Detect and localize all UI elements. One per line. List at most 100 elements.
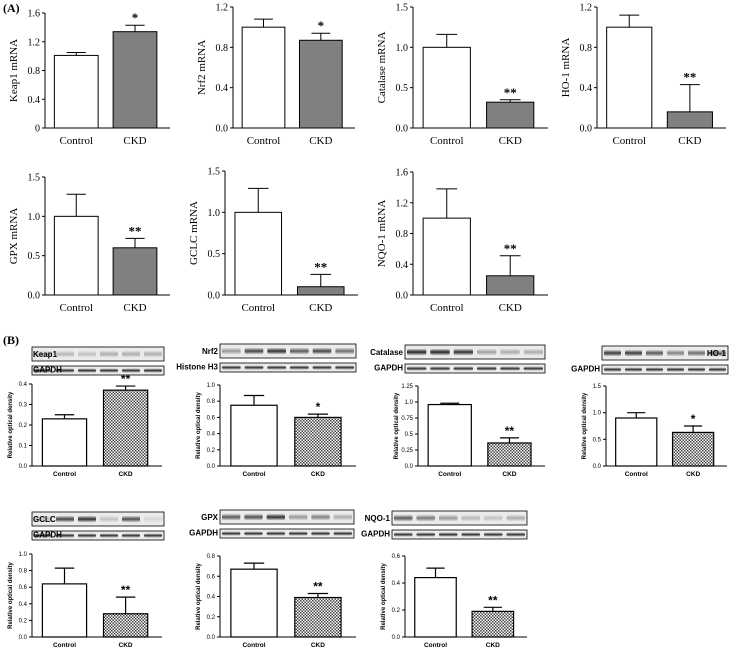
blot-band bbox=[34, 515, 52, 523]
y-tick-label: 0.2 bbox=[19, 618, 28, 624]
significance-marker: ** bbox=[683, 70, 696, 85]
blot-band bbox=[461, 514, 480, 522]
blot-ho1_wb: HO-1 GAPDH bbox=[571, 345, 729, 375]
blot-band bbox=[312, 365, 332, 370]
y-tick-label: 0.1 bbox=[19, 444, 28, 450]
blot-label: GAPDH bbox=[361, 529, 390, 538]
x-category-label: CKD bbox=[123, 302, 146, 314]
blot-band bbox=[407, 348, 427, 356]
y-tick-label: 1.5 bbox=[593, 384, 602, 390]
y-tick-label: 1.25 bbox=[401, 384, 413, 390]
blot-band bbox=[290, 347, 309, 355]
y-tick-label: 1.0 bbox=[19, 552, 28, 558]
y-tick-label: 0.8 bbox=[580, 43, 593, 54]
blot-band bbox=[222, 531, 241, 536]
blot-band bbox=[78, 533, 96, 538]
x-category-label: Control bbox=[53, 642, 76, 649]
x-category-label: CKD bbox=[502, 471, 516, 478]
blot-band bbox=[506, 532, 525, 537]
blot-band bbox=[688, 367, 705, 372]
y-tick-label: 0.8 bbox=[19, 569, 28, 575]
significance-marker: ** bbox=[504, 85, 517, 100]
y-axis-label: GPX mRNA bbox=[8, 208, 20, 265]
chart-nrf2_wb: 0.0 0.2 0.4 0.6 0.8 1.0 Control * CKD Relative op… bbox=[196, 383, 356, 478]
blot-band bbox=[34, 368, 52, 373]
y-tick-label: 0.0 bbox=[396, 124, 409, 135]
blot-keap1_wb: Keap1 GAPDH bbox=[31, 346, 165, 376]
y-tick-label: 0.25 bbox=[401, 448, 413, 454]
y-tick-label: 1.2 bbox=[580, 3, 593, 14]
blot-band bbox=[244, 513, 263, 521]
bar-control bbox=[234, 211, 283, 296]
y-tick-label: 0.8 bbox=[28, 66, 41, 77]
blot-band bbox=[244, 365, 264, 370]
significance-marker: ** bbox=[313, 579, 323, 593]
blot-band bbox=[453, 348, 473, 356]
blot-band bbox=[688, 349, 705, 357]
blot-band bbox=[122, 350, 140, 358]
y-axis-label: Keap1 mRNA bbox=[8, 39, 20, 102]
blot-band bbox=[416, 532, 435, 537]
blot-band bbox=[625, 349, 642, 357]
blot-band bbox=[78, 350, 96, 358]
bar-control bbox=[615, 417, 658, 467]
x-category-label: Control bbox=[241, 302, 275, 314]
y-tick-label: 0.5 bbox=[396, 83, 409, 94]
significance-marker: * bbox=[691, 412, 696, 426]
blot-label: GAPDH bbox=[33, 365, 62, 374]
y-tick-label: 0.0 bbox=[19, 635, 28, 641]
x-category-label: Control bbox=[59, 302, 93, 314]
blot-band bbox=[100, 368, 118, 373]
blot-band bbox=[290, 365, 309, 370]
y-tick-label: 1.0 bbox=[208, 208, 221, 219]
blot-nqo1_wb: NQO-1 GAPDH bbox=[361, 510, 528, 540]
blot-band bbox=[144, 368, 162, 373]
bar-ckd bbox=[102, 613, 149, 638]
blot-band bbox=[312, 347, 332, 355]
blot-band bbox=[289, 513, 308, 521]
y-tick-label: 0.2 bbox=[392, 608, 401, 614]
blot-band bbox=[122, 368, 140, 373]
y-tick-label: 0.4 bbox=[28, 95, 41, 106]
blot-band bbox=[335, 347, 354, 355]
blot-band bbox=[439, 532, 458, 537]
blot-label: Nrf2 bbox=[202, 347, 219, 356]
blot-label: GAPDH bbox=[33, 530, 62, 539]
x-category-label: Control bbox=[430, 135, 464, 147]
x-category-label: CKD bbox=[686, 471, 700, 478]
y-tick-label: 0.0 bbox=[593, 464, 602, 470]
significance-marker: ** bbox=[504, 241, 517, 256]
y-tick-label: 0.0 bbox=[28, 291, 41, 302]
significance-marker: ** bbox=[505, 424, 515, 438]
significance-marker: ** bbox=[488, 593, 498, 607]
y-axis-label: Nrf2 mRNA bbox=[196, 40, 208, 95]
blot-band bbox=[144, 350, 162, 358]
y-tick-label: 1.5 bbox=[28, 173, 41, 184]
bar-control bbox=[230, 568, 278, 638]
y-axis-label: HO-1 mRNA bbox=[560, 38, 572, 98]
y-axis-label: Relative optical density bbox=[381, 563, 387, 630]
y-tick-label: 1.2 bbox=[216, 3, 229, 14]
blot-band bbox=[625, 367, 642, 372]
blot-band bbox=[477, 366, 497, 371]
y-axis-label: Relative optical density bbox=[196, 392, 202, 459]
bar-ckd bbox=[112, 31, 158, 129]
bar-control bbox=[53, 215, 99, 296]
bar-control bbox=[422, 217, 471, 296]
y-tick-label: 1.0 bbox=[396, 43, 409, 54]
y-tick-label: 0.0 bbox=[207, 635, 216, 641]
y-tick-label: 1.6 bbox=[28, 9, 41, 20]
y-axis-label: Relative optical density bbox=[394, 392, 400, 459]
x-category-label: Control bbox=[424, 642, 447, 649]
blot-strip bbox=[31, 346, 165, 362]
x-category-label: Control bbox=[625, 471, 648, 478]
bar-ckd bbox=[486, 101, 535, 129]
blot-strip bbox=[31, 365, 165, 376]
blot-band bbox=[407, 366, 427, 371]
charts-layer: 0 0.4 0.8 1.2 1.6 Control * CKD Keap1 mRNA 0.0 0.4… bbox=[8, 3, 727, 649]
y-tick-label: 0.2 bbox=[19, 423, 28, 429]
blot-band bbox=[416, 514, 435, 522]
chart-catalase_wb: 0.0 0.25 0.5 0.75 1.0 1.25 Control ** CKD Relativ… bbox=[394, 384, 545, 478]
blot-strip bbox=[31, 530, 165, 541]
